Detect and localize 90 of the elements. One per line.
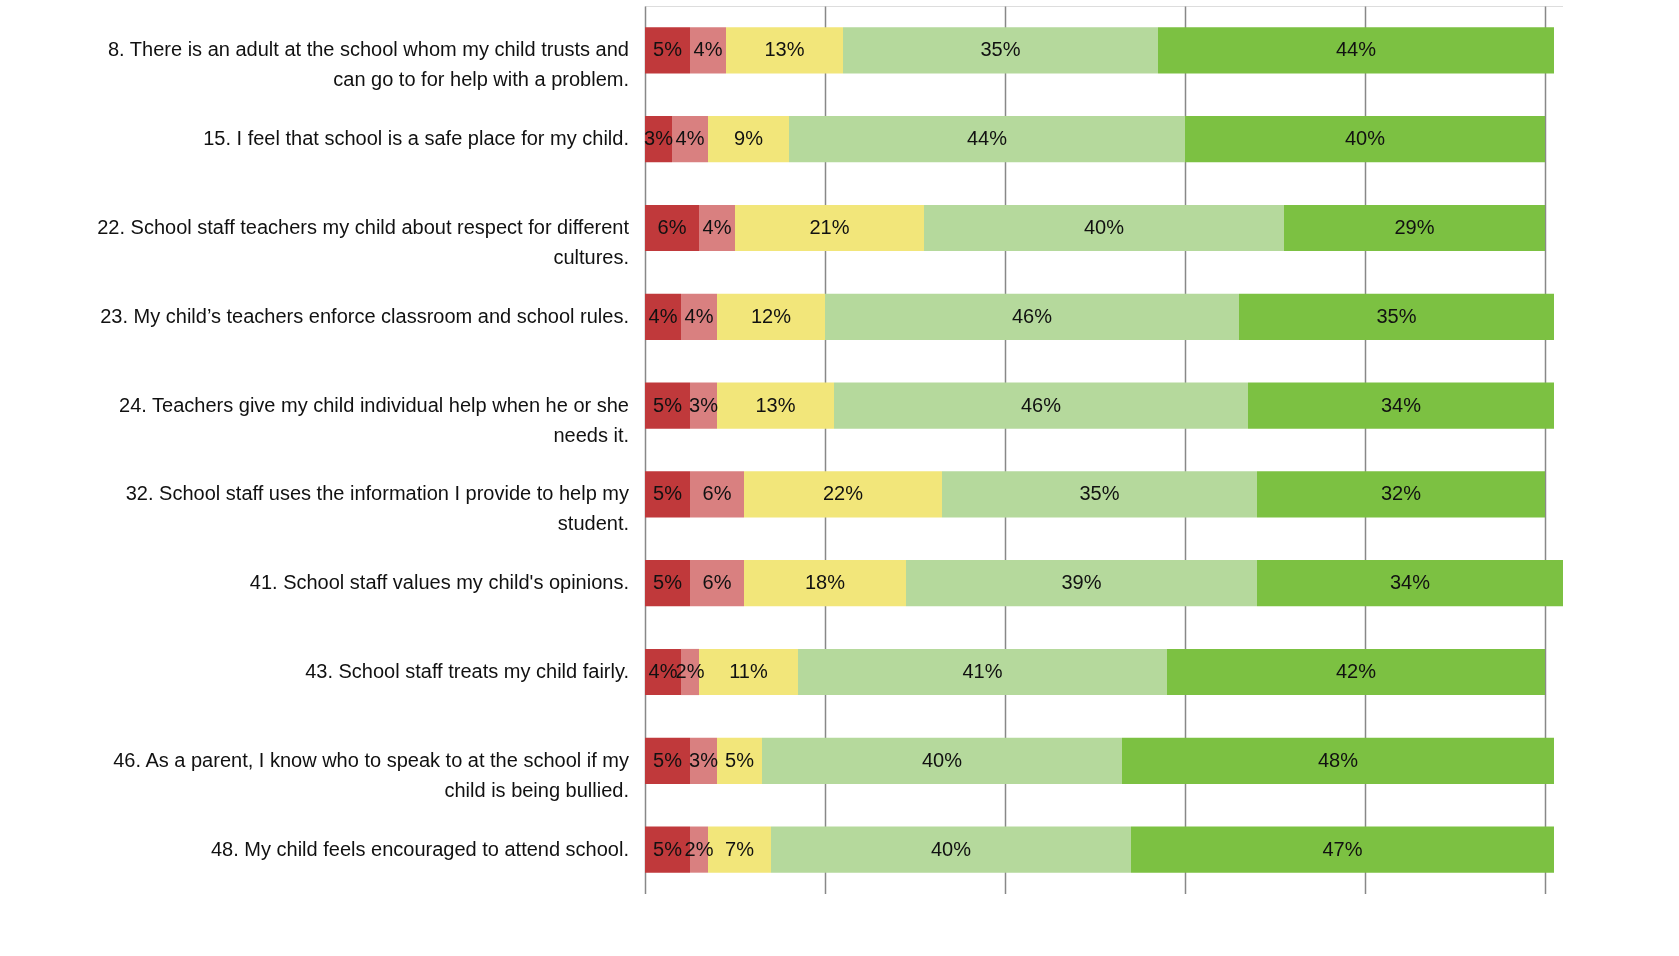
data-label: 21% xyxy=(809,216,850,238)
data-label: 3% xyxy=(644,127,674,150)
data-label: 32% xyxy=(1380,482,1422,505)
data-label: 4% xyxy=(648,304,678,327)
data-label: 34% xyxy=(1380,393,1422,416)
data-label: 40% xyxy=(930,837,972,860)
data-label: 5% xyxy=(653,571,683,594)
data-label: 47% xyxy=(1322,837,1363,860)
data-label: 11% xyxy=(729,660,768,682)
y-tick-label: 15. I feel that school is a safe place for my child. xyxy=(203,127,629,150)
y-tick-label: 24. Teachers give my child individual help when he or she needs it. xyxy=(119,393,629,446)
bar xyxy=(906,560,1257,607)
data-label: 2% xyxy=(684,837,714,860)
bar xyxy=(789,116,1185,163)
bar xyxy=(834,382,1248,429)
bar xyxy=(744,560,906,607)
data-label: 41% xyxy=(962,660,1003,682)
data-label: 5% xyxy=(653,38,683,61)
y-tick-label: 22. School staff teachers my child about respect for different cultures. xyxy=(97,216,630,268)
data-label: 40% xyxy=(921,748,963,771)
bar xyxy=(1122,737,1554,784)
data-label: 4% xyxy=(684,304,714,327)
data-label: 4% xyxy=(702,216,732,238)
data-label: 6% xyxy=(702,571,732,594)
data-label: 12% xyxy=(750,304,792,327)
bar xyxy=(744,471,942,518)
data-label: 34% xyxy=(1389,571,1431,594)
bar xyxy=(645,204,699,252)
data-label: 44% xyxy=(966,127,1008,150)
data-label: 5% xyxy=(653,748,683,771)
bar xyxy=(843,27,1158,74)
data-label: 7% xyxy=(725,837,755,860)
data-label: 48% xyxy=(1317,748,1359,771)
y-tick-label: 8. There is an adult at the school whom my child trusts and can go to for help with a problem. xyxy=(107,38,629,91)
bar xyxy=(1167,648,1545,696)
bar xyxy=(825,293,1239,340)
data-label: 6% xyxy=(702,482,732,505)
data-label: 39% xyxy=(1061,571,1102,594)
bar xyxy=(1248,382,1554,429)
y-tick-label: 41. School staff values my child's opinions. xyxy=(249,571,629,594)
data-label: 4% xyxy=(693,38,723,61)
data-label: 3% xyxy=(689,393,719,416)
bar xyxy=(726,27,843,74)
data-label: 9% xyxy=(734,127,764,150)
data-label: 29% xyxy=(1394,216,1435,238)
data-label: 13% xyxy=(755,393,796,416)
data-label: 2% xyxy=(675,660,705,682)
bar xyxy=(762,737,1122,784)
y-tick-label: 32. School staff uses the information I provide to help my student. xyxy=(125,482,629,535)
data-label: 18% xyxy=(804,571,846,594)
y-tick-label: 46. As a parent, I know who to speak to at the school if my child is being bullied. xyxy=(113,748,629,801)
data-label: 13% xyxy=(764,38,805,61)
data-label: 6% xyxy=(657,216,687,238)
y-tick-label: 48. My child feels encouraged to attend school. xyxy=(210,837,629,860)
data-label: 5% xyxy=(725,748,755,771)
data-label: 40% xyxy=(1083,216,1125,238)
bar xyxy=(1284,204,1545,252)
bar xyxy=(717,382,834,429)
data-label: 46% xyxy=(1011,304,1053,327)
data-label: 46% xyxy=(1020,393,1062,416)
bar xyxy=(771,826,1131,873)
bar xyxy=(1185,116,1545,163)
data-label: 5% xyxy=(653,482,683,505)
bar xyxy=(798,648,1167,696)
bar xyxy=(1257,560,1563,607)
bar xyxy=(1239,293,1554,340)
bar xyxy=(1158,27,1554,74)
bar xyxy=(690,471,744,518)
data-label: 5% xyxy=(653,393,683,416)
data-label: 5% xyxy=(653,837,683,860)
y-tick-label: 43. School staff treats my child fairly. xyxy=(305,660,629,682)
bar xyxy=(717,293,825,340)
bar xyxy=(942,471,1257,518)
y-tick-label: 23. My child’s teachers enforce classroom and school rules. xyxy=(100,304,629,327)
bar xyxy=(735,204,924,252)
data-label: 3% xyxy=(689,748,719,771)
data-label: 4% xyxy=(648,660,678,682)
data-label: 40% xyxy=(1344,127,1386,150)
data-label: 35% xyxy=(1079,482,1120,505)
data-label: 35% xyxy=(1376,304,1417,327)
data-label: 35% xyxy=(980,38,1021,61)
data-label: 4% xyxy=(675,127,705,150)
data-label: 44% xyxy=(1335,38,1377,61)
bar xyxy=(708,116,789,163)
bar xyxy=(924,204,1284,252)
data-label: 42% xyxy=(1335,660,1377,682)
bar xyxy=(690,560,744,607)
bar xyxy=(1131,826,1554,873)
bar xyxy=(1257,471,1545,518)
data-label: 22% xyxy=(822,482,864,505)
